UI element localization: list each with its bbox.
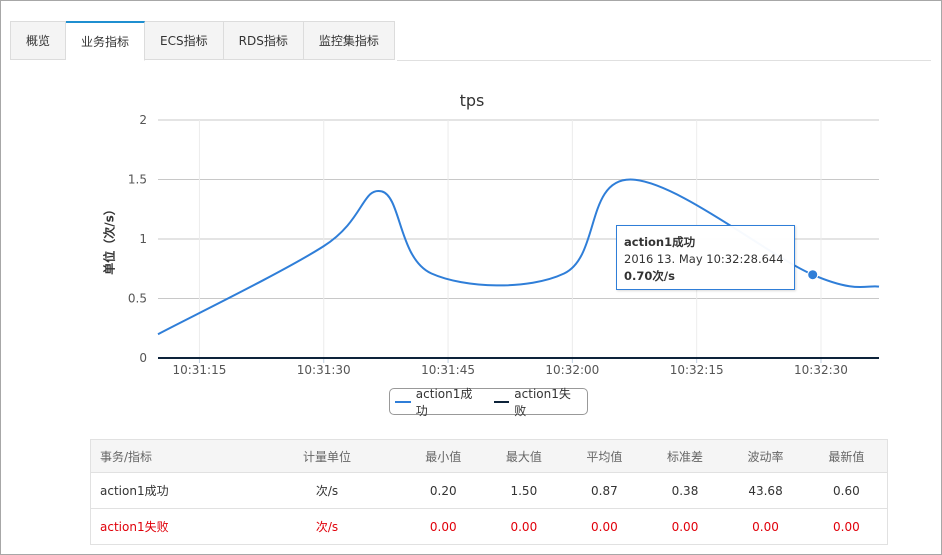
table-cell: 0.00 xyxy=(483,508,565,545)
table-cell: 43.68 xyxy=(725,472,806,509)
col-header: 事务/指标 xyxy=(90,439,251,473)
y-tick-label: 2 xyxy=(139,113,147,127)
col-header: 标准差 xyxy=(644,439,726,473)
col-header: 最小值 xyxy=(403,439,484,473)
y-tick-label: 0 xyxy=(139,351,147,365)
table-cell: action1成功 xyxy=(90,472,251,509)
col-header: 最大值 xyxy=(483,439,565,473)
table-row: action1失败 次/s 0.00 0.00 0.00 0.00 0.00 0… xyxy=(90,508,888,545)
tab-divider xyxy=(397,60,931,61)
x-tick-label: 10:31:15 xyxy=(172,363,226,377)
y-tick-labels: 0 0.5 1 1.5 2 xyxy=(128,113,147,365)
tps-chart: 0 0.5 1 1.5 2 10:31:15 10:31:30 10:31:45 10:32:… xyxy=(128,113,880,377)
table-cell: 次/s xyxy=(251,472,403,509)
tab-business-metrics[interactable]: 业务指标 xyxy=(66,21,146,61)
table-header-row: 事务/指标 计量单位 最小值 最大值 平均值 标准差 波动率 最新值 xyxy=(90,439,888,473)
col-header: 最新值 xyxy=(805,439,888,473)
legend-swatch-failure xyxy=(493,400,510,403)
table-cell: 0.00 xyxy=(805,508,888,545)
table-cell: 0.60 xyxy=(805,472,888,509)
chart-tooltip: action1成功 2016 13. May 10:32:28.644 0.70… xyxy=(616,225,795,290)
table-cell: 0.00 xyxy=(725,508,806,545)
metrics-table: 事务/指标 计量单位 最小值 最大值 平均值 标准差 波动率 最新值 actio… xyxy=(90,439,888,545)
tooltip-series: action1成功 xyxy=(624,235,696,249)
table-cell: 0.00 xyxy=(644,508,726,545)
col-header: 波动率 xyxy=(725,439,806,473)
legend-swatch-success xyxy=(395,400,411,403)
tooltip-time: 2016 13. May 10:32:28.644 xyxy=(624,252,784,266)
x-tick-label: 10:32:00 xyxy=(545,363,599,377)
y-tick-label: 0.5 xyxy=(128,292,147,306)
chart-legend: action1成功 action1失败 xyxy=(389,387,588,418)
tab-bar: 概览 业务指标 ECS指标 RDS指标 监控集指标 xyxy=(10,21,395,61)
col-header: 平均值 xyxy=(564,439,645,473)
table-cell: action1失败 xyxy=(90,508,251,545)
hover-marker xyxy=(807,269,819,281)
table-cell: 0.00 xyxy=(403,508,484,545)
tab-monitor-set-metrics[interactable]: 监控集指标 xyxy=(303,21,395,60)
legend-label-failure: action1失败 xyxy=(514,386,571,418)
table-cell: 0.87 xyxy=(564,472,645,509)
chart-title: tps xyxy=(459,91,485,110)
legend-item-failure[interactable]: action1失败 xyxy=(493,385,583,419)
table-cell: 0.38 xyxy=(644,472,726,509)
legend-label-success: action1成功 xyxy=(415,386,473,418)
x-tick-label: 10:32:15 xyxy=(670,363,724,377)
tab-ecs-metrics[interactable]: ECS指标 xyxy=(145,21,224,60)
table-cell: 0.20 xyxy=(403,472,484,509)
x-tick-label: 10:32:30 xyxy=(794,363,848,377)
tab-overview[interactable]: 概览 xyxy=(10,21,67,60)
table-cell: 次/s xyxy=(251,508,403,545)
table-cell: 1.50 xyxy=(483,472,565,509)
hover-point-marker xyxy=(807,269,819,281)
x-tick-label: 10:31:30 xyxy=(297,363,351,377)
x-tick-labels: 10:31:15 10:31:30 10:31:45 10:32:00 10:32:15… xyxy=(172,363,847,377)
table-cell: 0.00 xyxy=(564,508,645,545)
y-tick-label: 1.5 xyxy=(128,173,147,187)
tab-rds-metrics[interactable]: RDS指标 xyxy=(223,21,304,60)
table-row: action1成功 次/s 0.20 1.50 0.87 0.38 43.68 … xyxy=(90,472,888,509)
x-tick-label: 10:31:45 xyxy=(421,363,475,377)
tooltip-value: 0.70次/s xyxy=(624,269,675,283)
y-tick-label: 1 xyxy=(139,232,147,246)
legend-item-success[interactable]: action1成功 xyxy=(395,385,484,419)
col-header: 计量单位 xyxy=(251,439,403,473)
